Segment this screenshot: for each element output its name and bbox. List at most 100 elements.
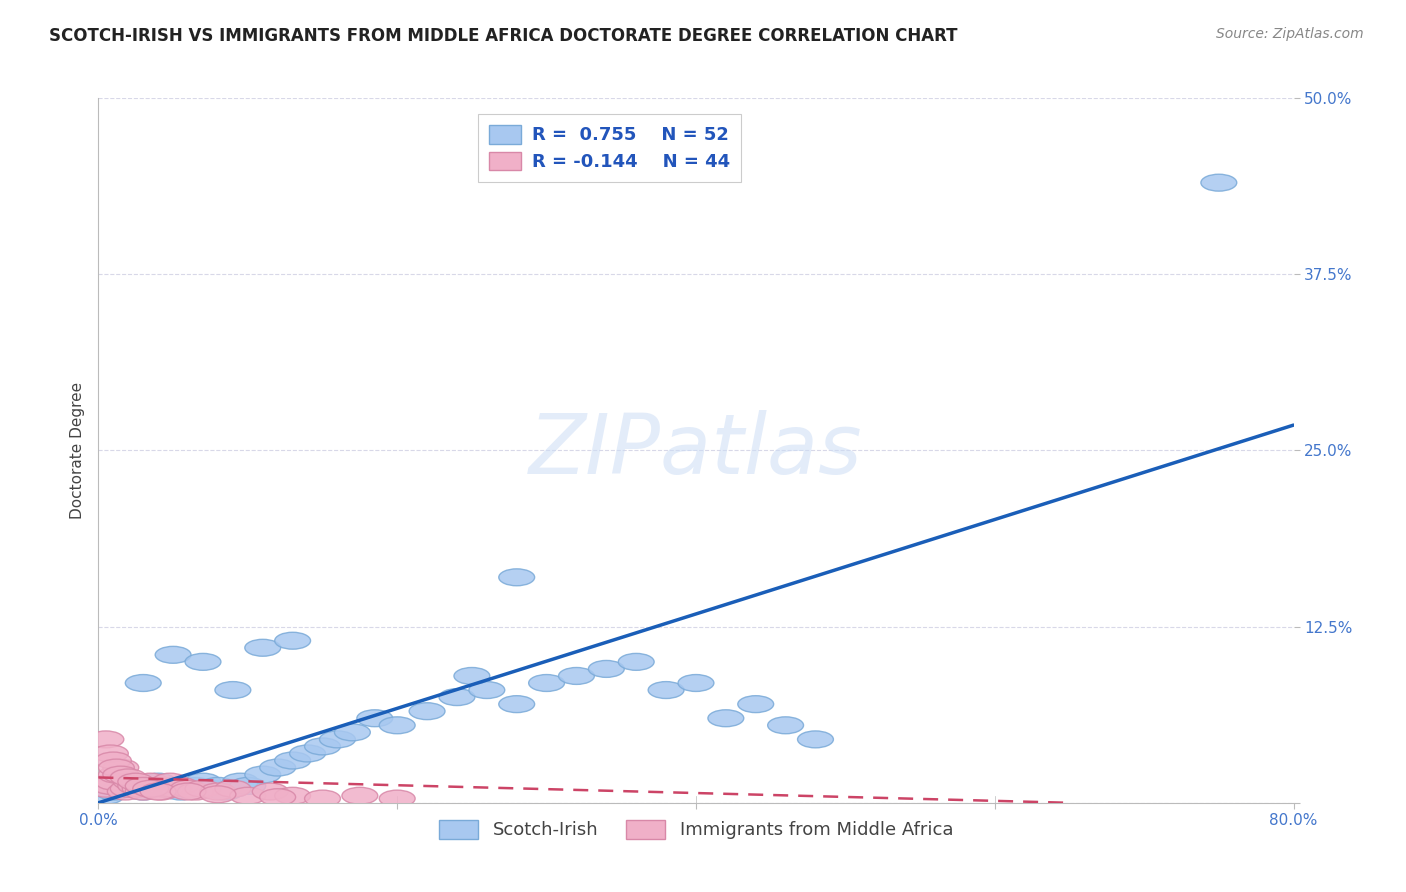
Ellipse shape <box>132 778 169 795</box>
Ellipse shape <box>200 778 236 795</box>
Ellipse shape <box>132 780 169 797</box>
Ellipse shape <box>186 654 221 670</box>
Ellipse shape <box>155 647 191 664</box>
Ellipse shape <box>96 783 131 800</box>
Y-axis label: Doctorate Degree: Doctorate Degree <box>69 382 84 519</box>
Ellipse shape <box>132 773 169 790</box>
Ellipse shape <box>305 738 340 755</box>
Ellipse shape <box>141 783 176 800</box>
Ellipse shape <box>186 773 221 790</box>
Text: Source: ZipAtlas.com: Source: ZipAtlas.com <box>1216 27 1364 41</box>
Ellipse shape <box>110 780 146 797</box>
Ellipse shape <box>260 759 295 776</box>
Ellipse shape <box>103 759 139 776</box>
Ellipse shape <box>290 745 326 762</box>
Ellipse shape <box>103 766 139 783</box>
Ellipse shape <box>155 780 191 797</box>
Ellipse shape <box>709 710 744 727</box>
Ellipse shape <box>222 773 259 790</box>
Ellipse shape <box>128 778 165 795</box>
Ellipse shape <box>305 790 340 807</box>
Ellipse shape <box>170 783 207 800</box>
Ellipse shape <box>118 778 153 795</box>
Ellipse shape <box>499 696 534 713</box>
Ellipse shape <box>454 667 489 684</box>
Ellipse shape <box>125 778 162 795</box>
Ellipse shape <box>103 780 139 797</box>
Ellipse shape <box>98 759 135 776</box>
Ellipse shape <box>125 783 162 800</box>
Ellipse shape <box>89 731 124 747</box>
Ellipse shape <box>163 778 198 795</box>
Ellipse shape <box>499 569 534 586</box>
Ellipse shape <box>738 696 773 713</box>
Ellipse shape <box>215 780 250 797</box>
Ellipse shape <box>186 780 221 797</box>
Ellipse shape <box>138 780 173 797</box>
Ellipse shape <box>215 681 250 698</box>
Ellipse shape <box>231 778 266 795</box>
Ellipse shape <box>357 710 392 727</box>
Ellipse shape <box>274 788 311 805</box>
Ellipse shape <box>163 783 198 800</box>
Ellipse shape <box>143 783 179 800</box>
Ellipse shape <box>589 660 624 677</box>
Ellipse shape <box>215 780 250 797</box>
Text: SCOTCH-IRISH VS IMMIGRANTS FROM MIDDLE AFRICA DOCTORATE DEGREE CORRELATION CHART: SCOTCH-IRISH VS IMMIGRANTS FROM MIDDLE A… <box>49 27 957 45</box>
Ellipse shape <box>141 773 176 790</box>
Ellipse shape <box>1201 174 1237 191</box>
Ellipse shape <box>245 640 281 657</box>
Ellipse shape <box>170 780 207 797</box>
Ellipse shape <box>200 783 236 800</box>
Ellipse shape <box>155 778 191 795</box>
Ellipse shape <box>152 773 188 790</box>
Ellipse shape <box>110 780 146 797</box>
Ellipse shape <box>122 780 159 797</box>
Ellipse shape <box>125 674 162 691</box>
Ellipse shape <box>619 654 654 670</box>
Ellipse shape <box>89 788 124 805</box>
Ellipse shape <box>274 632 311 649</box>
Ellipse shape <box>141 778 176 795</box>
Ellipse shape <box>245 766 281 783</box>
Ellipse shape <box>274 752 311 769</box>
Ellipse shape <box>118 778 153 795</box>
Ellipse shape <box>380 717 415 734</box>
Ellipse shape <box>107 783 143 800</box>
Ellipse shape <box>208 783 243 800</box>
Ellipse shape <box>148 780 184 797</box>
Ellipse shape <box>98 766 135 783</box>
Ellipse shape <box>110 769 146 786</box>
Ellipse shape <box>118 773 153 790</box>
Ellipse shape <box>529 674 565 691</box>
Ellipse shape <box>409 703 446 720</box>
Text: ZIPatlas: ZIPatlas <box>529 410 863 491</box>
Ellipse shape <box>335 724 370 740</box>
Ellipse shape <box>319 731 356 747</box>
Ellipse shape <box>200 786 236 803</box>
Ellipse shape <box>89 780 124 797</box>
Ellipse shape <box>342 788 378 805</box>
Ellipse shape <box>380 790 415 807</box>
Ellipse shape <box>96 773 131 790</box>
Ellipse shape <box>125 783 162 800</box>
Ellipse shape <box>439 689 475 706</box>
Ellipse shape <box>678 674 714 691</box>
Ellipse shape <box>193 780 228 797</box>
Ellipse shape <box>558 667 595 684</box>
Ellipse shape <box>177 778 214 795</box>
Ellipse shape <box>260 789 295 805</box>
Legend: Scotch-Irish, Immigrants from Middle Africa: Scotch-Irish, Immigrants from Middle Afr… <box>432 813 960 847</box>
Ellipse shape <box>470 681 505 698</box>
Ellipse shape <box>114 773 149 790</box>
Ellipse shape <box>93 778 128 795</box>
Ellipse shape <box>768 717 804 734</box>
Ellipse shape <box>93 745 128 762</box>
Ellipse shape <box>797 731 834 747</box>
Ellipse shape <box>170 780 207 797</box>
Ellipse shape <box>231 788 266 805</box>
Ellipse shape <box>252 783 288 800</box>
Ellipse shape <box>177 783 214 800</box>
Ellipse shape <box>148 780 184 797</box>
Ellipse shape <box>96 752 131 769</box>
